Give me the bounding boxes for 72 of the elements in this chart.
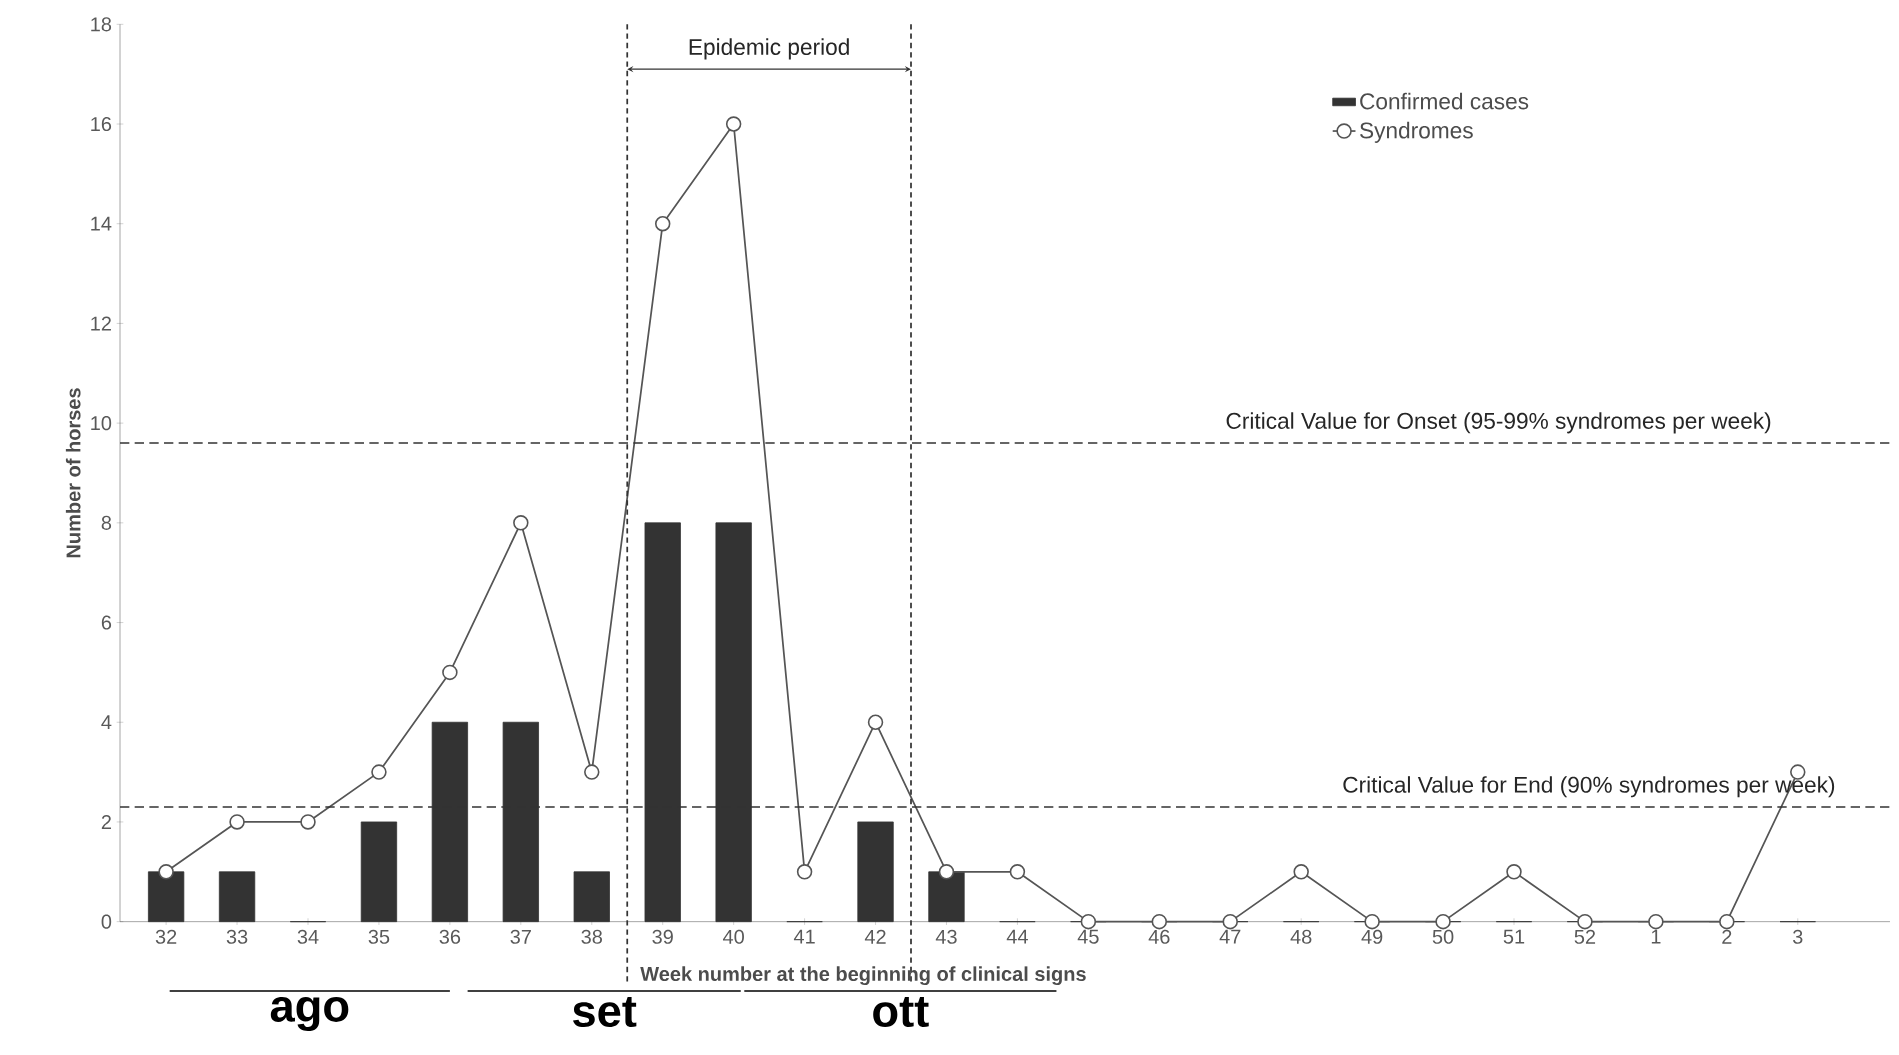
point (229, 814, 245, 830)
point (1080, 913, 1097, 930)
x-tick-label: 48 (1290, 929, 1312, 944)
y-tick-label: 16 (91, 116, 112, 132)
point (867, 714, 884, 730)
legend-label: Confirmed cases (1360, 92, 1529, 110)
x-tick-label: 36 (439, 929, 461, 944)
point (1506, 864, 1522, 880)
y-tick-label: 0 (101, 914, 112, 929)
x-tick-label: 3 (1792, 929, 1803, 944)
point (725, 116, 742, 132)
point (300, 814, 316, 830)
legend-label: Syndromes (1360, 121, 1473, 143)
bar (147, 871, 185, 923)
x-tick-label: 34 (297, 929, 319, 944)
x-tick-label: 37 (510, 929, 531, 944)
x-tick-label: 32 (155, 929, 177, 944)
x-tick-label: 1 (1651, 929, 1661, 944)
y-tick-label: 12 (91, 316, 111, 331)
x-tick-label: 39 (652, 929, 673, 944)
point (1009, 864, 1026, 880)
point (1151, 913, 1168, 930)
bar (573, 871, 610, 923)
y-tick-label: 18 (91, 17, 112, 32)
bar (218, 871, 256, 923)
point (1222, 913, 1238, 930)
point (938, 864, 955, 880)
y-tick-label: 6 (101, 615, 112, 630)
point (513, 515, 529, 531)
x-tick-label: 46 (1148, 929, 1170, 944)
point (584, 764, 600, 780)
point (654, 215, 671, 232)
point (371, 764, 387, 780)
x-tick-label: 43 (935, 929, 957, 944)
y-tick-label: 8 (101, 515, 112, 530)
point (158, 864, 174, 880)
x-tick-label: 35 (368, 929, 390, 944)
y-tick-label: 4 (101, 715, 112, 730)
x-tick-label: 52 (1574, 929, 1596, 944)
x-tick-label: 45 (1077, 929, 1099, 944)
x-tick-label: 33 (226, 929, 248, 944)
text: ott (873, 997, 929, 1028)
y-tick-label: 14 (91, 216, 112, 231)
text: ago (270, 997, 349, 1032)
point (442, 664, 458, 681)
x-tick-label: 51 (1503, 929, 1525, 944)
x-tick-label: 38 (581, 929, 603, 944)
point (1293, 864, 1309, 880)
x-tick-label: 50 (1432, 929, 1454, 944)
point (1719, 913, 1735, 930)
x-tick-label: 42 (864, 929, 886, 944)
x-tick-label: 47 (1219, 929, 1241, 944)
x-tick-label: 40 (722, 929, 744, 944)
point (1648, 913, 1664, 930)
bar (928, 871, 965, 923)
ref-line-label: Critical Value for Onset (95-99% syndromes per week) (1226, 412, 1771, 434)
x-tick-label: 49 (1361, 929, 1383, 944)
x-tick-label: 41 (793, 929, 815, 944)
y-tick-label: 2 (101, 814, 111, 829)
point (796, 864, 813, 880)
x-tick-label: 2 (1722, 929, 1732, 944)
bar (857, 821, 894, 923)
y-tick-label: 10 (91, 416, 112, 431)
annotation: Epidemic period (689, 38, 849, 60)
point (1577, 913, 1593, 930)
x-tick-label: 44 (1006, 929, 1028, 944)
x-axis-title: Week number at the beginning of clinical signs (640, 966, 1086, 986)
y-axis-title: Number of horses (65, 388, 81, 558)
point (1364, 913, 1380, 930)
point (1435, 913, 1451, 930)
bar (360, 821, 398, 923)
text: set (573, 997, 637, 1028)
